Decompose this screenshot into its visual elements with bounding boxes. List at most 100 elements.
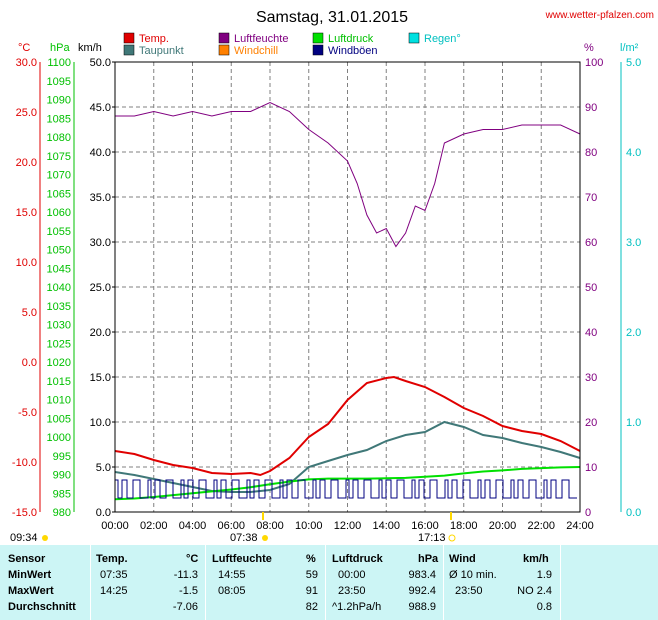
x-tick-label: 00:00 [101, 520, 129, 532]
plot-grid [115, 62, 580, 512]
humidity-tick-label: 60 [585, 237, 597, 249]
row-label: MinWert [8, 569, 52, 581]
stats-header-row: Sensor Temp. °C Luftfeuchte % Luftdruck … [0, 553, 658, 569]
humidity-tick-label: 50 [585, 282, 597, 294]
temp-tick-label: -10.0 [12, 457, 37, 469]
humidity-value: 91 [305, 585, 318, 597]
pressure-tick-label: 1030 [47, 320, 71, 332]
header-wind: Wind [449, 553, 476, 565]
pressure-tick-label: 990 [53, 470, 71, 482]
header-sensor: Sensor [8, 553, 46, 565]
pressure-tick-label: 1010 [47, 395, 71, 407]
wind-gust-line [114, 479, 577, 499]
humidity-value: 59 [305, 569, 318, 581]
temp-tick-label: -5.0 [18, 407, 37, 419]
series-luftfeuchte [115, 101, 581, 248]
legend-regen: Regen° [408, 32, 461, 45]
x-tick-label: 24:00 [566, 520, 594, 532]
wind-tick-label: 0.0 [96, 507, 111, 519]
legend-temp-label: Temp. [139, 33, 169, 45]
chart-title: Samstag, 31.01.2015 [256, 9, 408, 26]
wind-tick-label: 30.0 [90, 237, 111, 249]
stats-row-max: MaxWert 14:25 -1.5 08:05 91 23:50 992.4 … [0, 585, 658, 601]
humidity-tick-label: 30 [585, 372, 597, 384]
humidity-tick-label: 20 [585, 417, 597, 429]
plot-frame [114, 61, 581, 513]
wind-value: NO 2.4 [517, 585, 552, 597]
legend-luftfeuchte: Luftfeuchte [218, 32, 288, 45]
pressure-tick-label: 1070 [47, 170, 71, 182]
sun-set-icon [448, 534, 456, 542]
header-temp-unit: °C [186, 553, 199, 565]
pressure-value: 983.4 [408, 569, 436, 581]
row-label: MaxWert [8, 585, 54, 597]
wind-gust-series [114, 479, 577, 499]
pressure-value: 988.9 [408, 601, 436, 613]
pressure-tick-label: 1065 [47, 188, 71, 200]
pressure-tick-label: 1025 [47, 338, 71, 350]
legend-windboeen: Windböen [312, 44, 378, 57]
legend-luftdruck: Luftdruck [312, 32, 374, 45]
source-link[interactable]: www.wetter-pfalzen.com [545, 10, 654, 21]
pressure-tick-label: 1040 [47, 282, 71, 294]
pressure-tick-label: 995 [53, 451, 71, 463]
humidity-tick-label: 90 [585, 102, 597, 114]
pressure-tick-label: 1075 [47, 151, 71, 163]
pressure-tick-label: 1095 [47, 76, 71, 88]
unit-pressure: hPa [50, 42, 70, 54]
legend-windchill: Windchill [218, 44, 278, 57]
pressure-tick-label: 1055 [47, 226, 71, 238]
temp-tick-label: 15.0 [16, 207, 37, 219]
legend-windboeen-label: Windböen [328, 45, 378, 57]
pressure-tick-label: 1085 [47, 113, 71, 125]
humidity-time: 14:55 [218, 569, 246, 581]
sunrise-time: 07:38 [230, 532, 258, 544]
pressure-value: 992.4 [408, 585, 436, 597]
x-tick-label: 10:00 [295, 520, 323, 532]
header-pressure: Luftdruck [332, 553, 383, 565]
wind-tick-label: 25.0 [90, 282, 111, 294]
humidity-tick-label: 80 [585, 147, 597, 159]
header-pressure-unit: hPa [418, 553, 439, 565]
series-temp- [114, 375, 581, 477]
pressure-time: 23:50 [338, 585, 366, 597]
header-wind-unit: km/h [523, 553, 549, 565]
temp-value: -7.06 [172, 601, 198, 613]
series-taupunkt [114, 420, 581, 493]
temp-tick-label: 0.0 [22, 357, 37, 369]
rain-tick-label: 5.0 [626, 57, 641, 69]
x-tick-label: 18:00 [450, 520, 478, 532]
x-tick-label: 14:00 [372, 520, 400, 532]
weather-chart: Samstag, 31.01.2015 www.wetter-pfalzen.c… [10, 9, 654, 544]
rain-tick-label: 3.0 [626, 237, 641, 249]
legend: Temp. Taupunkt Luftfeuchte Windchill Luf… [123, 32, 461, 57]
temp-tick-label: 5.0 [22, 307, 37, 319]
wind-value: 1.9 [536, 569, 552, 581]
pressure-tick-label: 1050 [47, 245, 71, 257]
temp-time: 07:35 [100, 569, 128, 581]
wind-desc: 23:50 [455, 585, 483, 597]
pressure-tick-label: 1035 [47, 301, 71, 313]
sunset-time: 17:13 [418, 532, 446, 544]
wind-value: 0.8 [536, 601, 552, 613]
humidity-tick-label: 40 [585, 327, 597, 339]
legend-taupunkt: Taupunkt [123, 44, 184, 57]
legend-taupunkt-label: Taupunkt [139, 45, 184, 57]
wind-tick-label: 20.0 [90, 327, 111, 339]
humidity-tick-label: 0 [585, 507, 591, 519]
pressure-tick-label: 1080 [47, 132, 71, 144]
stats-row-avg: Durchschnitt -7.06 82 ^1.2hPa/h 988.9 0.… [0, 601, 658, 617]
legend-luftfeuchte-label: Luftfeuchte [234, 33, 288, 45]
temp-tick-label: 10.0 [16, 257, 37, 269]
temp-tick-label: 25.0 [16, 107, 37, 119]
legend-luftdruck-label: Luftdruck [328, 33, 374, 45]
x-tick-label: 20:00 [489, 520, 517, 532]
pressure-tick-label: 1060 [47, 207, 71, 219]
header-humidity: Luftfeuchte [212, 553, 272, 565]
axes: 30.0 25.0 20.0 15.0 10.0 5.0 0.0 -5.0 -10.0 -15.0… [12, 57, 641, 532]
legend-temp: Temp. [123, 32, 169, 45]
x-tick-label: 04:00 [179, 520, 207, 532]
wind-tick-label: 5.0 [96, 462, 111, 474]
unit-humidity: % [584, 42, 594, 54]
pressure-tick-label: 1020 [47, 357, 71, 369]
